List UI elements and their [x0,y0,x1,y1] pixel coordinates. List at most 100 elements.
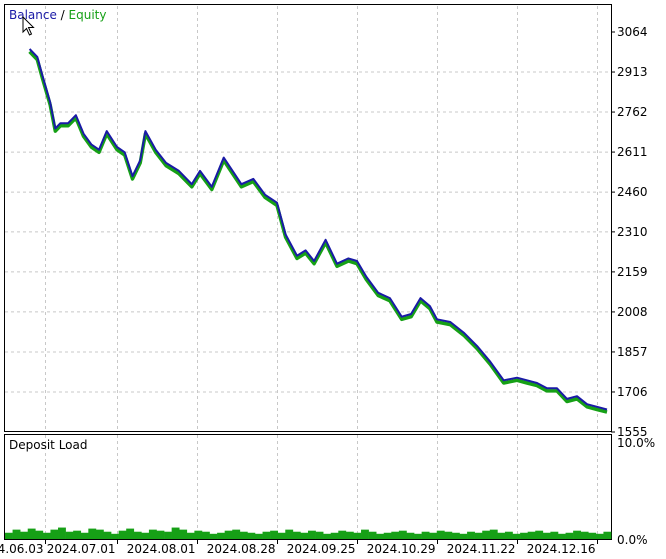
deposit-load-bar [565,532,574,539]
deposit-load-bar [391,531,400,539]
x-tick-label: 2024.09.25 [287,542,356,556]
x-tick-label: 2024.08.01 [127,542,196,556]
deposit-load-bar [95,529,104,539]
deposit-load-bar [603,531,612,539]
deposit-load-bar [573,530,582,539]
series-line-equity [28,50,608,414]
deposit-load-bar [285,529,294,539]
legend-balance: Balance [9,8,57,22]
legend: Balance / Equity [9,8,106,22]
deposit-load-bar [58,527,66,539]
deposit-load-bar [141,532,150,539]
deposit-load-bar [186,532,195,539]
deposit-load-bar [361,529,369,539]
deposit-load-bar [353,532,362,539]
deposit-load-bar [444,531,453,539]
deposit-load-bar [368,531,377,539]
y-tick-label: 1857 [617,345,648,359]
deposit-load-bar [497,532,506,539]
deposit-load-bar [88,528,97,539]
deposit-load-bar [520,532,528,539]
deposit-load-bar [414,533,422,539]
y-tick-label: 2762 [617,105,648,119]
y-tick-label: 2611 [617,145,648,159]
deposit-load-bar [27,528,36,539]
deposit-load-bar [224,530,233,539]
deposit-load-title: Deposit Load [9,438,87,452]
x-tick-label: 2024.12.16 [527,542,596,556]
deposit-load-bar [323,533,332,539]
x-tick-label: 2024.07.01 [47,542,116,556]
deposit-load-bar [398,530,407,539]
deposit-load-bar [315,531,324,539]
deposit-load-bar [80,532,89,539]
deposit-load-bar [580,531,589,539]
deposit-load-bar [376,533,385,539]
deposit-load-bar [308,530,316,539]
deposit-load-bar [126,528,135,539]
x-tick-label: 2024.06.03 [0,542,44,556]
deposit-load-bar [209,533,218,539]
deposit-load-bar [588,532,597,539]
deposit-load-bar [103,531,112,539]
deposit-load-bar [527,531,536,539]
deposit-load-bar [535,530,544,539]
deposit-load-bar [73,530,82,539]
deposit-load-bar [383,532,392,539]
deposit-load-bar [12,529,21,539]
deposit-load-bar [232,529,241,539]
deposit-load-grid [45,435,598,539]
deposit-load-bar [595,533,604,539]
deposit-load-bar [474,532,483,539]
deposit-load-bar [254,533,263,539]
y-tick-label: 2008 [617,305,648,319]
deposit-load-bar [201,531,210,539]
deposit-load-bar [550,531,559,539]
y-axis: 3064 2913 2762 2611 2460 2310 2159 2008 1857 1706… [611,25,648,439]
y-tick-label: 2159 [617,265,648,279]
x-tick-label: 2024.08.28 [207,542,276,556]
deposit-load-bar [42,532,51,539]
deposit-load-bar [239,531,248,539]
deposit-load-bar [489,529,498,539]
main-chart-frame [4,4,612,432]
deposit-load-bar [5,532,13,539]
deposit-load-bar [50,529,59,539]
deposit-load-bar [300,532,309,539]
main-grid [5,6,611,432]
deposit-load-bar [277,532,286,539]
deposit-load-bar [406,532,415,539]
deposit-load-bar [542,532,551,539]
deposit-load-bar [557,533,566,539]
deposit-load-bar [429,532,438,539]
deposit-load-bar [194,530,203,539]
deposit-load-bar [421,531,430,539]
deposit-load-bar [148,529,157,539]
main-series-layer [28,48,608,414]
deposit-load-bar [133,531,142,539]
deposit-load-bar [247,532,256,539]
deposit-load-bar [217,532,225,539]
deposit-load-bar [504,531,513,539]
deposit-load-bar [35,530,44,539]
deposit-load-bar [338,530,347,539]
deposit-load-bar [270,530,279,539]
deposit-load-frame [4,434,612,540]
y-tick-label: 1706 [617,385,648,399]
x-tick-label: 2024.10.29 [367,542,436,556]
deposit-load-bar [345,531,354,539]
deposit-load-bar [512,533,521,539]
x-tick-label: 2024.11.22 [447,542,516,556]
deposit-load-bar [156,530,165,539]
deposit-load-bar [20,531,29,539]
deposit-load-bar [330,532,339,539]
legend-equity: Equity [69,8,107,22]
legend-separator: / [57,8,69,22]
deposit-load-bars [5,527,612,539]
y-tick-label: 2460 [617,185,648,199]
deposit-load-tick-max: 10.0% [617,436,655,450]
deposit-load-bar [436,530,445,539]
deposit-load-bar [459,533,468,539]
y-tick-label: 2913 [617,65,648,79]
